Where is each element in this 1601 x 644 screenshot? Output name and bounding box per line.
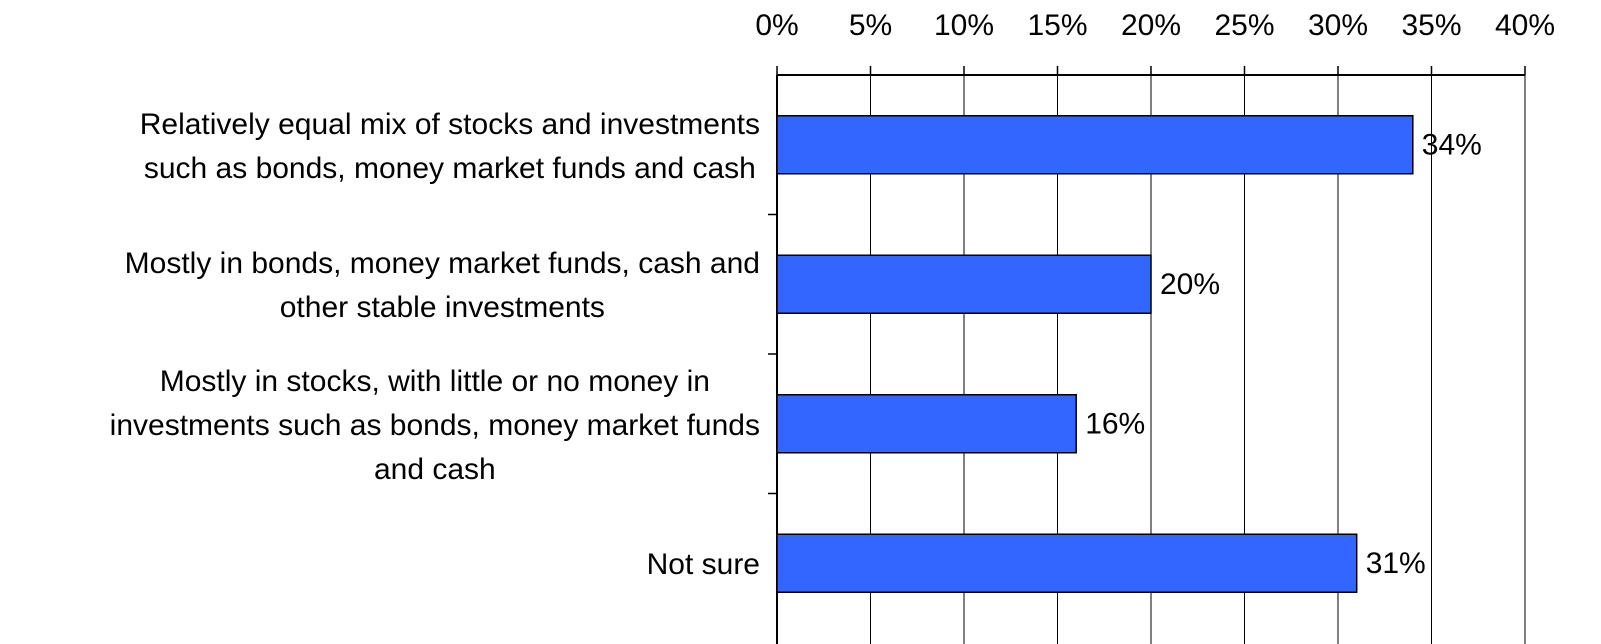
category-label-box: Mostly in stocks, with little or no mone… bbox=[0, 360, 760, 492]
value-label: 31% bbox=[1366, 547, 1426, 580]
x-tick-label: 25% bbox=[1214, 9, 1274, 42]
category-label-box: Relatively equal mix of stocks and inves… bbox=[0, 103, 760, 191]
value-label: 16% bbox=[1085, 408, 1145, 441]
bar bbox=[776, 394, 1077, 454]
x-tick-label: 15% bbox=[1027, 9, 1087, 42]
y-tick-label: Mostly in bonds, money market funds, cas… bbox=[124, 247, 760, 325]
x-tick-label: 20% bbox=[1121, 9, 1181, 42]
x-tick-label: 40% bbox=[1495, 9, 1555, 42]
y-tick-label: Mostly in stocks, with little or no mone… bbox=[109, 364, 760, 486]
category-label-box: Mostly in bonds, money market funds, cas… bbox=[0, 242, 760, 330]
bar bbox=[776, 115, 1414, 175]
category-label-box: Not sure bbox=[0, 543, 760, 587]
bar bbox=[776, 254, 1152, 314]
bar bbox=[776, 533, 1358, 593]
x-tick-label: 10% bbox=[934, 9, 994, 42]
x-tick-label: 5% bbox=[849, 9, 892, 42]
x-tick-label: 30% bbox=[1308, 9, 1368, 42]
y-tick-label: Not sure bbox=[646, 548, 760, 582]
x-tick-label: 35% bbox=[1401, 9, 1461, 42]
value-label: 20% bbox=[1160, 268, 1220, 301]
y-tick-label: Relatively equal mix of stocks and inves… bbox=[139, 107, 760, 185]
x-tick-label: 0% bbox=[755, 9, 798, 42]
value-label: 34% bbox=[1422, 129, 1482, 162]
